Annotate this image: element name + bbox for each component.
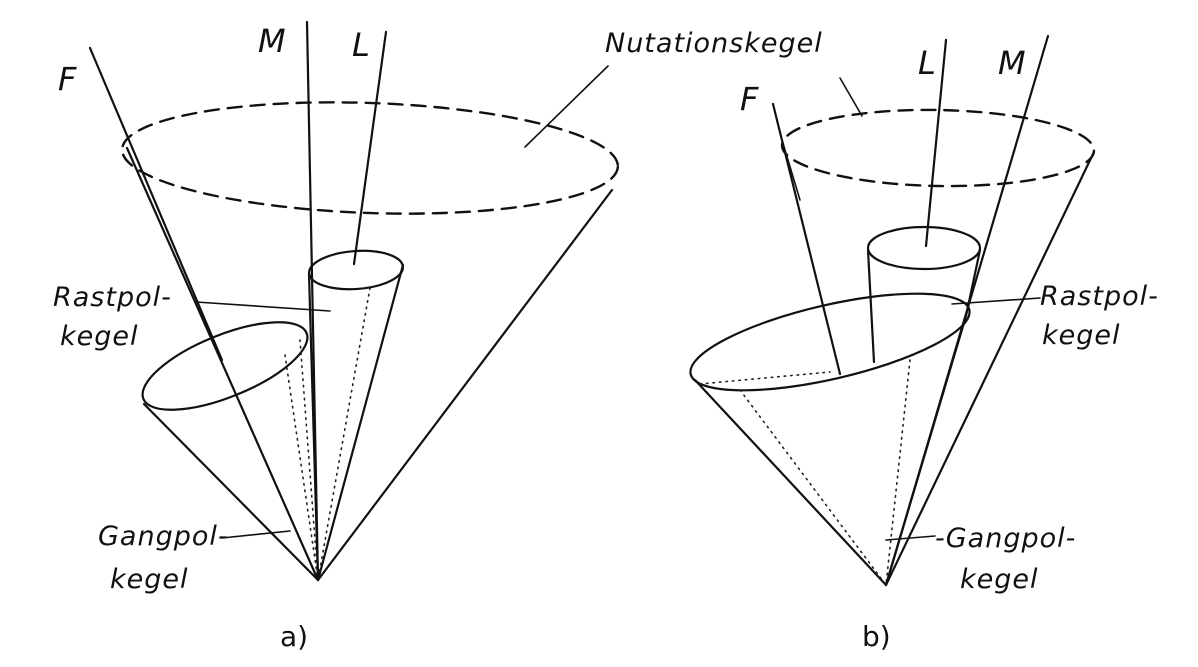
caption-b: b) bbox=[862, 620, 891, 653]
label-rastpol-a-1: Rastpol- bbox=[53, 282, 172, 313]
label-gangpol-b-1: -Gangpol- bbox=[935, 523, 1076, 554]
gangpol-cone-b bbox=[689, 292, 971, 587]
axis-m-b bbox=[884, 34, 1050, 587]
axis-f-a bbox=[88, 46, 224, 362]
label-rastpol-b-2: kegel bbox=[1042, 320, 1121, 351]
axis-l-a bbox=[352, 30, 388, 266]
panel-a: M L F Nutationskegel Rastpol- kegel Gang… bbox=[53, 20, 823, 653]
label-rastpol-b-1: Rastpol- bbox=[1040, 281, 1159, 312]
nutation-cone-a bbox=[120, 101, 620, 582]
axis-l-b bbox=[924, 38, 948, 248]
label-f-a: F bbox=[58, 60, 77, 98]
label-l-b: L bbox=[918, 44, 936, 82]
label-rastpol-a-2: kegel bbox=[60, 321, 139, 352]
leader-rastpol-b bbox=[951, 297, 1041, 305]
label-gangpol-a-2: kegel bbox=[110, 564, 189, 595]
leader-gangpol-a bbox=[221, 530, 291, 539]
leader-rastpol-a bbox=[195, 301, 331, 312]
label-gangpol-b-2: kegel bbox=[960, 564, 1039, 595]
label-gangpol-a-1: Gangpol- bbox=[98, 521, 229, 552]
leader-nutation-a bbox=[524, 65, 609, 148]
label-m-b: M bbox=[998, 44, 1026, 82]
axis-f-b bbox=[771, 102, 842, 376]
label-m-a: M bbox=[258, 22, 286, 60]
caption-a: a) bbox=[280, 620, 308, 653]
label-f-b: F bbox=[740, 80, 759, 118]
axis-m-a bbox=[305, 20, 320, 582]
leader-nutation-b bbox=[839, 77, 863, 117]
label-nutation: Nutationskegel bbox=[605, 28, 823, 59]
panel-b: F L M Rastpol- kegel -Gangpol- kegel b) bbox=[689, 34, 1159, 653]
leader-gangpol-b bbox=[885, 535, 936, 541]
label-l-a: L bbox=[352, 26, 370, 64]
